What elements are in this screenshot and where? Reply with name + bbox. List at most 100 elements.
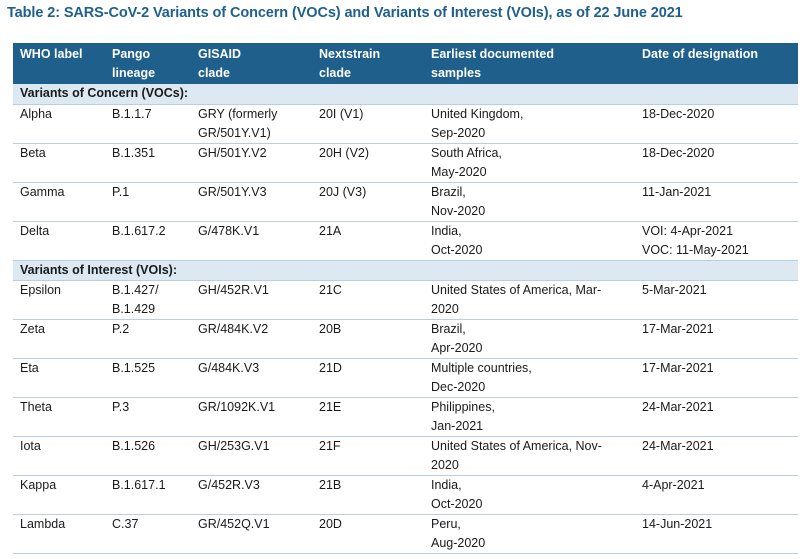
gisaid-clade-cell-line: G/452R.V3 bbox=[198, 477, 260, 492]
who-label-cell: Eta bbox=[13, 358, 105, 398]
gisaid-clade-cell: GR/452Q.V1 bbox=[191, 514, 312, 554]
date-of-designation-cell: 17-Mar-2021 bbox=[635, 358, 798, 398]
earliest-samples-cell-line: India, bbox=[431, 223, 462, 238]
earliest-samples-cell: United States of America, Nov- 2020 bbox=[424, 436, 635, 476]
header-date-of-designation: Date of designation bbox=[635, 43, 798, 84]
earliest-samples-cell-line: Peru, bbox=[431, 516, 461, 531]
pango-lineage-cell: B.1.617.1 bbox=[105, 475, 191, 515]
section-label: Variants of Interest (VOIs): bbox=[13, 260, 798, 281]
date-of-designation-cell: 4-Apr-2021 bbox=[635, 475, 798, 515]
gisaid-clade-cell-line: GR/452Q.V1 bbox=[198, 516, 270, 531]
pango-lineage-cell-line: B.1.617.1 bbox=[112, 477, 166, 492]
table-row: Eta B.1.525 G/484K.V3 21D Multiple countries… bbox=[13, 358, 798, 398]
nextstrain-clade-cell: 20J (V3) bbox=[312, 182, 424, 222]
who-label-cell: Beta bbox=[13, 143, 105, 183]
nextstrain-clade-cell-line: 21F bbox=[319, 438, 341, 453]
table-row: Kappa B.1.617.1 G/452R.V3 21B India, Oct-2020… bbox=[13, 475, 798, 515]
pango-lineage-cell: P.1 bbox=[105, 182, 191, 222]
pango-lineage-cell-line: C.37 bbox=[112, 516, 139, 531]
pango-lineage-cell-line: B.1.617.2 bbox=[112, 223, 166, 238]
nextstrain-clade-cell-line: 20B bbox=[319, 321, 342, 336]
header-row: WHO label Pango lineage GISAID clade Nextstra… bbox=[13, 43, 798, 84]
pango-lineage-cell-line: P.3 bbox=[112, 399, 130, 414]
header-earliest-samples-line: samples bbox=[431, 66, 482, 80]
gisaid-clade-cell: G/452R.V3 bbox=[191, 475, 312, 515]
date-of-designation-cell-line: 18-Dec-2020 bbox=[642, 145, 715, 160]
pango-lineage-cell-line: P.1 bbox=[112, 184, 130, 199]
earliest-samples-cell-line: Oct-2020 bbox=[431, 496, 483, 511]
date-of-designation-cell-line: 24-Mar-2021 bbox=[642, 438, 714, 453]
earliest-samples-cell-line: Brazil, bbox=[431, 321, 466, 336]
date-of-designation-cell-line: 11-Jan-2021 bbox=[642, 184, 712, 199]
date-of-designation-cell-line: VOC: 11-May-2021 bbox=[642, 242, 749, 257]
earliest-samples-cell-line: United States of America, Nov- bbox=[431, 438, 602, 453]
gisaid-clade-cell: GR/501Y.V3 bbox=[191, 182, 312, 222]
who-label-cell: Gamma bbox=[13, 182, 105, 222]
nextstrain-clade-cell-line: 20D bbox=[319, 516, 342, 531]
who-label-cell-line: Theta bbox=[20, 399, 52, 414]
earliest-samples-cell: South Africa, May-2020 bbox=[424, 143, 635, 183]
date-of-designation-cell: 18-Dec-2020 bbox=[635, 104, 798, 144]
gisaid-clade-cell-line: GH/501Y.V2 bbox=[198, 145, 267, 160]
gisaid-clade-cell: GH/452R.V1 bbox=[191, 280, 312, 320]
who-label-cell: Lambda bbox=[13, 514, 105, 554]
table-row: Zeta P.2 GR/484K.V2 20B Brazil, Apr-2020 17-Ma… bbox=[13, 319, 798, 359]
nextstrain-clade-cell-line: 21D bbox=[319, 360, 342, 375]
pango-lineage-cell: P.2 bbox=[105, 319, 191, 359]
nextstrain-clade-cell: 21F bbox=[312, 436, 424, 476]
date-of-designation-cell: 24-Mar-2021 bbox=[635, 436, 798, 476]
earliest-samples-cell-line: Philippines, bbox=[431, 399, 495, 414]
section-row: Variants of Interest (VOIs): bbox=[13, 260, 798, 281]
date-of-designation-cell-line: 17-Mar-2021 bbox=[642, 360, 714, 375]
earliest-samples-cell: Brazil, Apr-2020 bbox=[424, 319, 635, 359]
nextstrain-clade-cell-line: 20I (V1) bbox=[319, 106, 364, 121]
header-nextstrain-clade-line: Nextstrain bbox=[319, 47, 381, 61]
header-pango-lineage-line: lineage bbox=[112, 66, 156, 80]
variants-table: WHO label Pango lineage GISAID clade Nextstra… bbox=[13, 43, 798, 554]
header-who-label-line: WHO label bbox=[20, 47, 83, 61]
who-label-cell-line: Delta bbox=[20, 223, 50, 238]
who-label-cell-line: Epsilon bbox=[20, 282, 61, 297]
earliest-samples-cell: Multiple countries, Dec-2020 bbox=[424, 358, 635, 398]
table-row: Alpha B.1.1.7 GRY (formerly GR/501Y.V1) 20I … bbox=[13, 104, 798, 144]
header-who-label: WHO label bbox=[13, 43, 105, 84]
header-pango-lineage: Pango lineage bbox=[105, 43, 191, 84]
earliest-samples-cell: Philippines, Jan-2021 bbox=[424, 397, 635, 437]
pango-lineage-cell-line: B.1.351 bbox=[112, 145, 156, 160]
earliest-samples-cell: Brazil, Nov-2020 bbox=[424, 182, 635, 222]
earliest-samples-cell-line: Apr-2020 bbox=[431, 340, 483, 355]
table-row: Delta B.1.617.2 G/478K.V1 21A India, Oct-2020… bbox=[13, 221, 798, 261]
gisaid-clade-cell: GR/1092K.V1 bbox=[191, 397, 312, 437]
who-label-cell-line: Alpha bbox=[20, 106, 52, 121]
table-row: Epsilon B.1.427/B.1.429 GH/452R.V1 21C Unite… bbox=[13, 280, 798, 320]
gisaid-clade-cell: GRY (formerly GR/501Y.V1) bbox=[191, 104, 312, 144]
pango-lineage-cell: B.1.427/B.1.429 bbox=[105, 280, 191, 320]
date-of-designation-cell: 14-Jun-2021 bbox=[635, 514, 798, 554]
date-of-designation-cell: 18-Dec-2020 bbox=[635, 143, 798, 183]
section-label: Variants of Concern (VOCs): bbox=[13, 84, 798, 105]
pango-lineage-cell: C.37 bbox=[105, 514, 191, 554]
table-row: Iota B.1.526 GH/253G.V1 21F United States of… bbox=[13, 436, 798, 476]
pango-lineage-cell-line: B.1.525 bbox=[112, 360, 156, 375]
pango-lineage-cell: B.1.1.7 bbox=[105, 104, 191, 144]
nextstrain-clade-cell: 20D bbox=[312, 514, 424, 554]
who-label-cell-line: Kappa bbox=[20, 477, 57, 492]
nextstrain-clade-cell: 21C bbox=[312, 280, 424, 320]
who-label-cell: Alpha bbox=[13, 104, 105, 144]
earliest-samples-cell: India, Oct-2020 bbox=[424, 475, 635, 515]
who-label-cell-line: Gamma bbox=[20, 184, 65, 199]
earliest-samples-cell-line: Oct-2020 bbox=[431, 242, 483, 257]
pango-lineage-cell: B.1.525 bbox=[105, 358, 191, 398]
table-row: Lambda C.37 GR/452Q.V1 20D Peru, Aug-2020 14-J… bbox=[13, 514, 798, 554]
nextstrain-clade-cell-line: 20H (V2) bbox=[319, 145, 370, 160]
earliest-samples-cell-line: Multiple countries, bbox=[431, 360, 532, 375]
earliest-samples-cell: United Kingdom, Sep-2020 bbox=[424, 104, 635, 144]
earliest-samples-cell-line: United States of America, Mar- bbox=[431, 282, 602, 297]
earliest-samples-cell: United States of America, Mar- 2020 bbox=[424, 280, 635, 320]
who-label-cell: Delta bbox=[13, 221, 105, 261]
pango-lineage-cell: B.1.617.2 bbox=[105, 221, 191, 261]
date-of-designation-cell: VOI: 4-Apr-2021 VOC: 11-May-2021 bbox=[635, 221, 798, 261]
header-pango-lineage-line: Pango bbox=[112, 47, 151, 61]
earliest-samples-cell-line: May-2020 bbox=[431, 164, 487, 179]
header-nextstrain-clade-line: clade bbox=[319, 66, 351, 80]
